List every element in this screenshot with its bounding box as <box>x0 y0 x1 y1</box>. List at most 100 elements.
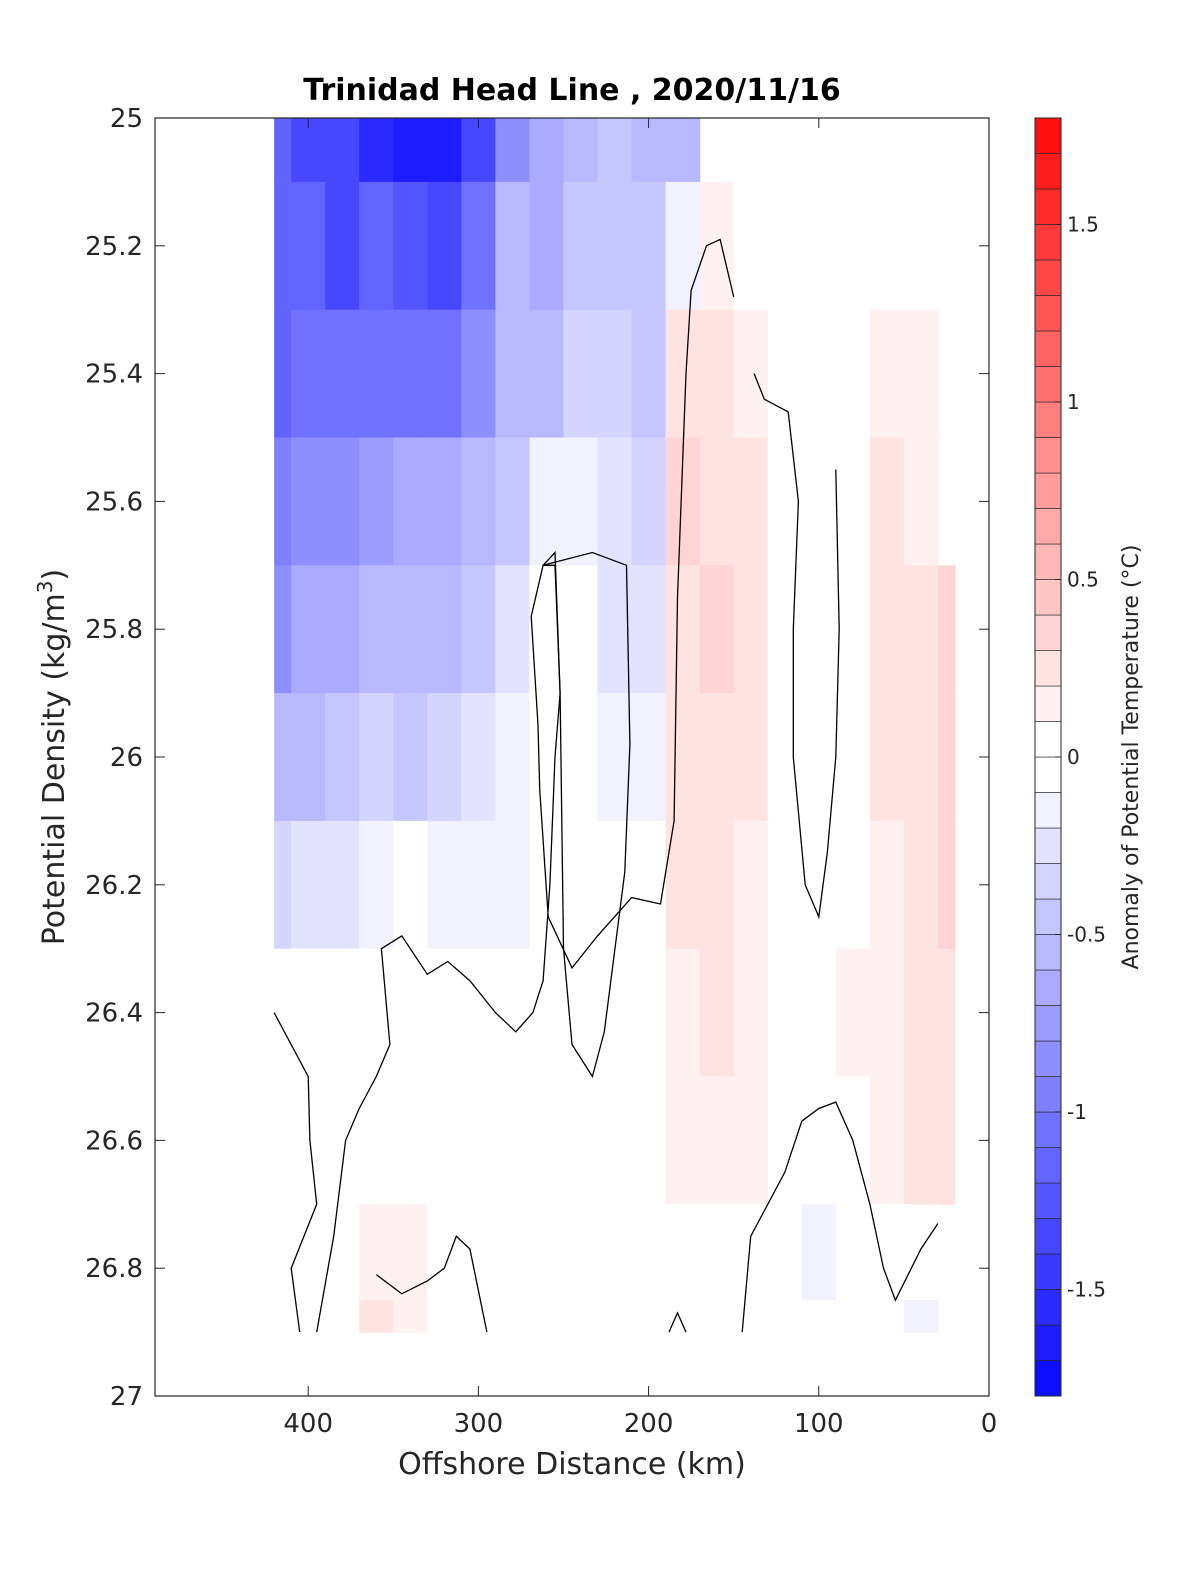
heatmap-cell <box>461 118 497 183</box>
heatmap-cell <box>869 1204 905 1301</box>
colorbar-segment <box>1034 792 1062 829</box>
y-tick-label: 26.2 <box>85 871 143 901</box>
colorbar-ticks: 1.5 1 0.5 0 -0.5 -1 -1.5 <box>1055 213 1106 1302</box>
colorbar-segment <box>1034 1040 1062 1077</box>
colorbar-segment <box>1034 756 1062 793</box>
contour-line <box>668 1311 687 1333</box>
colorbar-segment <box>1034 188 1062 225</box>
heatmap-cell <box>733 309 769 439</box>
heatmap-cell <box>767 565 803 694</box>
heatmap-cell <box>869 437 905 566</box>
colorbar-segment <box>1034 472 1062 509</box>
x-tick-label: 0 <box>981 1409 998 1439</box>
heatmap-cell <box>274 565 292 694</box>
heatmap-cell <box>495 118 531 183</box>
heatmap-cell <box>597 437 633 566</box>
heatmap-cell <box>733 565 769 694</box>
heatmap-cell <box>699 1300 735 1333</box>
heatmap-cell <box>393 118 428 183</box>
heatmap-cell <box>495 437 531 566</box>
heatmap-cell <box>325 118 360 183</box>
colorbar-segment <box>1034 1111 1062 1148</box>
heatmap-cell <box>495 1076 531 1205</box>
heatmap-cell <box>869 948 905 1078</box>
y-axis-label-text: Potential Density (kg/m <box>37 593 72 945</box>
heatmap-cell <box>529 118 565 183</box>
heatmap-cell <box>937 948 956 1078</box>
heatmap-cell <box>835 181 871 311</box>
heatmap-cell <box>665 565 701 694</box>
heatmap-cell <box>291 820 326 950</box>
heatmap-cell <box>461 565 497 694</box>
heatmap-cell <box>393 437 428 566</box>
heatmap-cell <box>733 948 769 1078</box>
heatmap-cell <box>631 1204 667 1301</box>
heatmap-cell <box>631 118 667 183</box>
heatmap-cell <box>274 693 292 822</box>
heatmap-cell <box>325 309 360 439</box>
y-tick-label: 25 <box>110 104 143 134</box>
contour-line <box>316 238 735 1333</box>
colorbar-segment <box>1034 330 1062 367</box>
heatmap-cell <box>461 181 497 311</box>
heatmap-cell <box>835 693 871 822</box>
heatmap-cell <box>325 693 360 822</box>
heatmap-cell <box>835 565 871 694</box>
heatmap-cell <box>563 1300 599 1333</box>
heatmap-cell <box>869 1076 905 1205</box>
heatmap-cell <box>869 1300 905 1333</box>
colorbar-segment <box>1034 508 1062 545</box>
heatmap-cell <box>427 118 462 183</box>
heatmap-cell <box>801 1300 837 1333</box>
heatmap-cell <box>427 1300 462 1333</box>
heatmap-cell <box>427 693 462 822</box>
heatmap-cell <box>767 1204 803 1301</box>
heatmap-cell <box>291 309 326 439</box>
colorbar-segment <box>1034 1218 1062 1255</box>
colorbar-segment <box>1034 1324 1062 1361</box>
colorbar-segment <box>1034 295 1062 332</box>
heatmap-cell <box>631 820 667 950</box>
heatmap-cell <box>733 1076 769 1205</box>
heatmap-cell <box>274 1076 292 1205</box>
heatmap-cell <box>274 1300 292 1333</box>
colorbar-segment <box>1034 117 1062 154</box>
heatmap-cell <box>733 437 769 566</box>
heatmap-cell <box>461 1300 497 1333</box>
colorbar-segment <box>1034 1253 1062 1290</box>
heatmap-cell <box>495 565 531 694</box>
heatmap-cell <box>359 565 394 694</box>
heatmap-cell <box>597 118 633 183</box>
heatmap-cell <box>801 309 837 439</box>
heatmap-cell <box>869 693 905 822</box>
heatmap-cell <box>291 437 326 566</box>
heatmap-cell <box>835 948 871 1078</box>
heatmap-cell <box>767 181 803 311</box>
heatmap-cell <box>699 565 735 694</box>
heatmap-cell <box>359 1300 394 1333</box>
y-tick-label: 26.8 <box>85 1254 143 1284</box>
heatmap-cell <box>665 1204 701 1301</box>
heatmap-cell <box>597 1076 633 1205</box>
heatmap-cell <box>631 1076 667 1205</box>
heatmap-cell <box>325 565 360 694</box>
contour-line <box>741 1101 939 1333</box>
heatmap-cell <box>274 181 292 311</box>
heatmap-cell <box>274 118 292 183</box>
heatmap-cell <box>563 437 599 566</box>
heatmap-cell <box>359 820 394 950</box>
heatmap-cell <box>393 1204 428 1301</box>
heatmap-cell <box>563 181 599 311</box>
heatmap-cell <box>325 1076 360 1205</box>
heatmap-cell <box>699 309 735 439</box>
colorbar-segment <box>1034 898 1062 935</box>
heatmap-cell <box>903 820 939 950</box>
heatmap-cell <box>903 693 939 822</box>
colorbar-segment <box>1034 579 1062 616</box>
heatmap-cell <box>325 437 360 566</box>
heatmap-cell <box>529 1300 565 1333</box>
heatmap-cell <box>427 437 462 566</box>
heatmap-cell <box>291 118 326 183</box>
heatmap-cell <box>665 820 701 950</box>
